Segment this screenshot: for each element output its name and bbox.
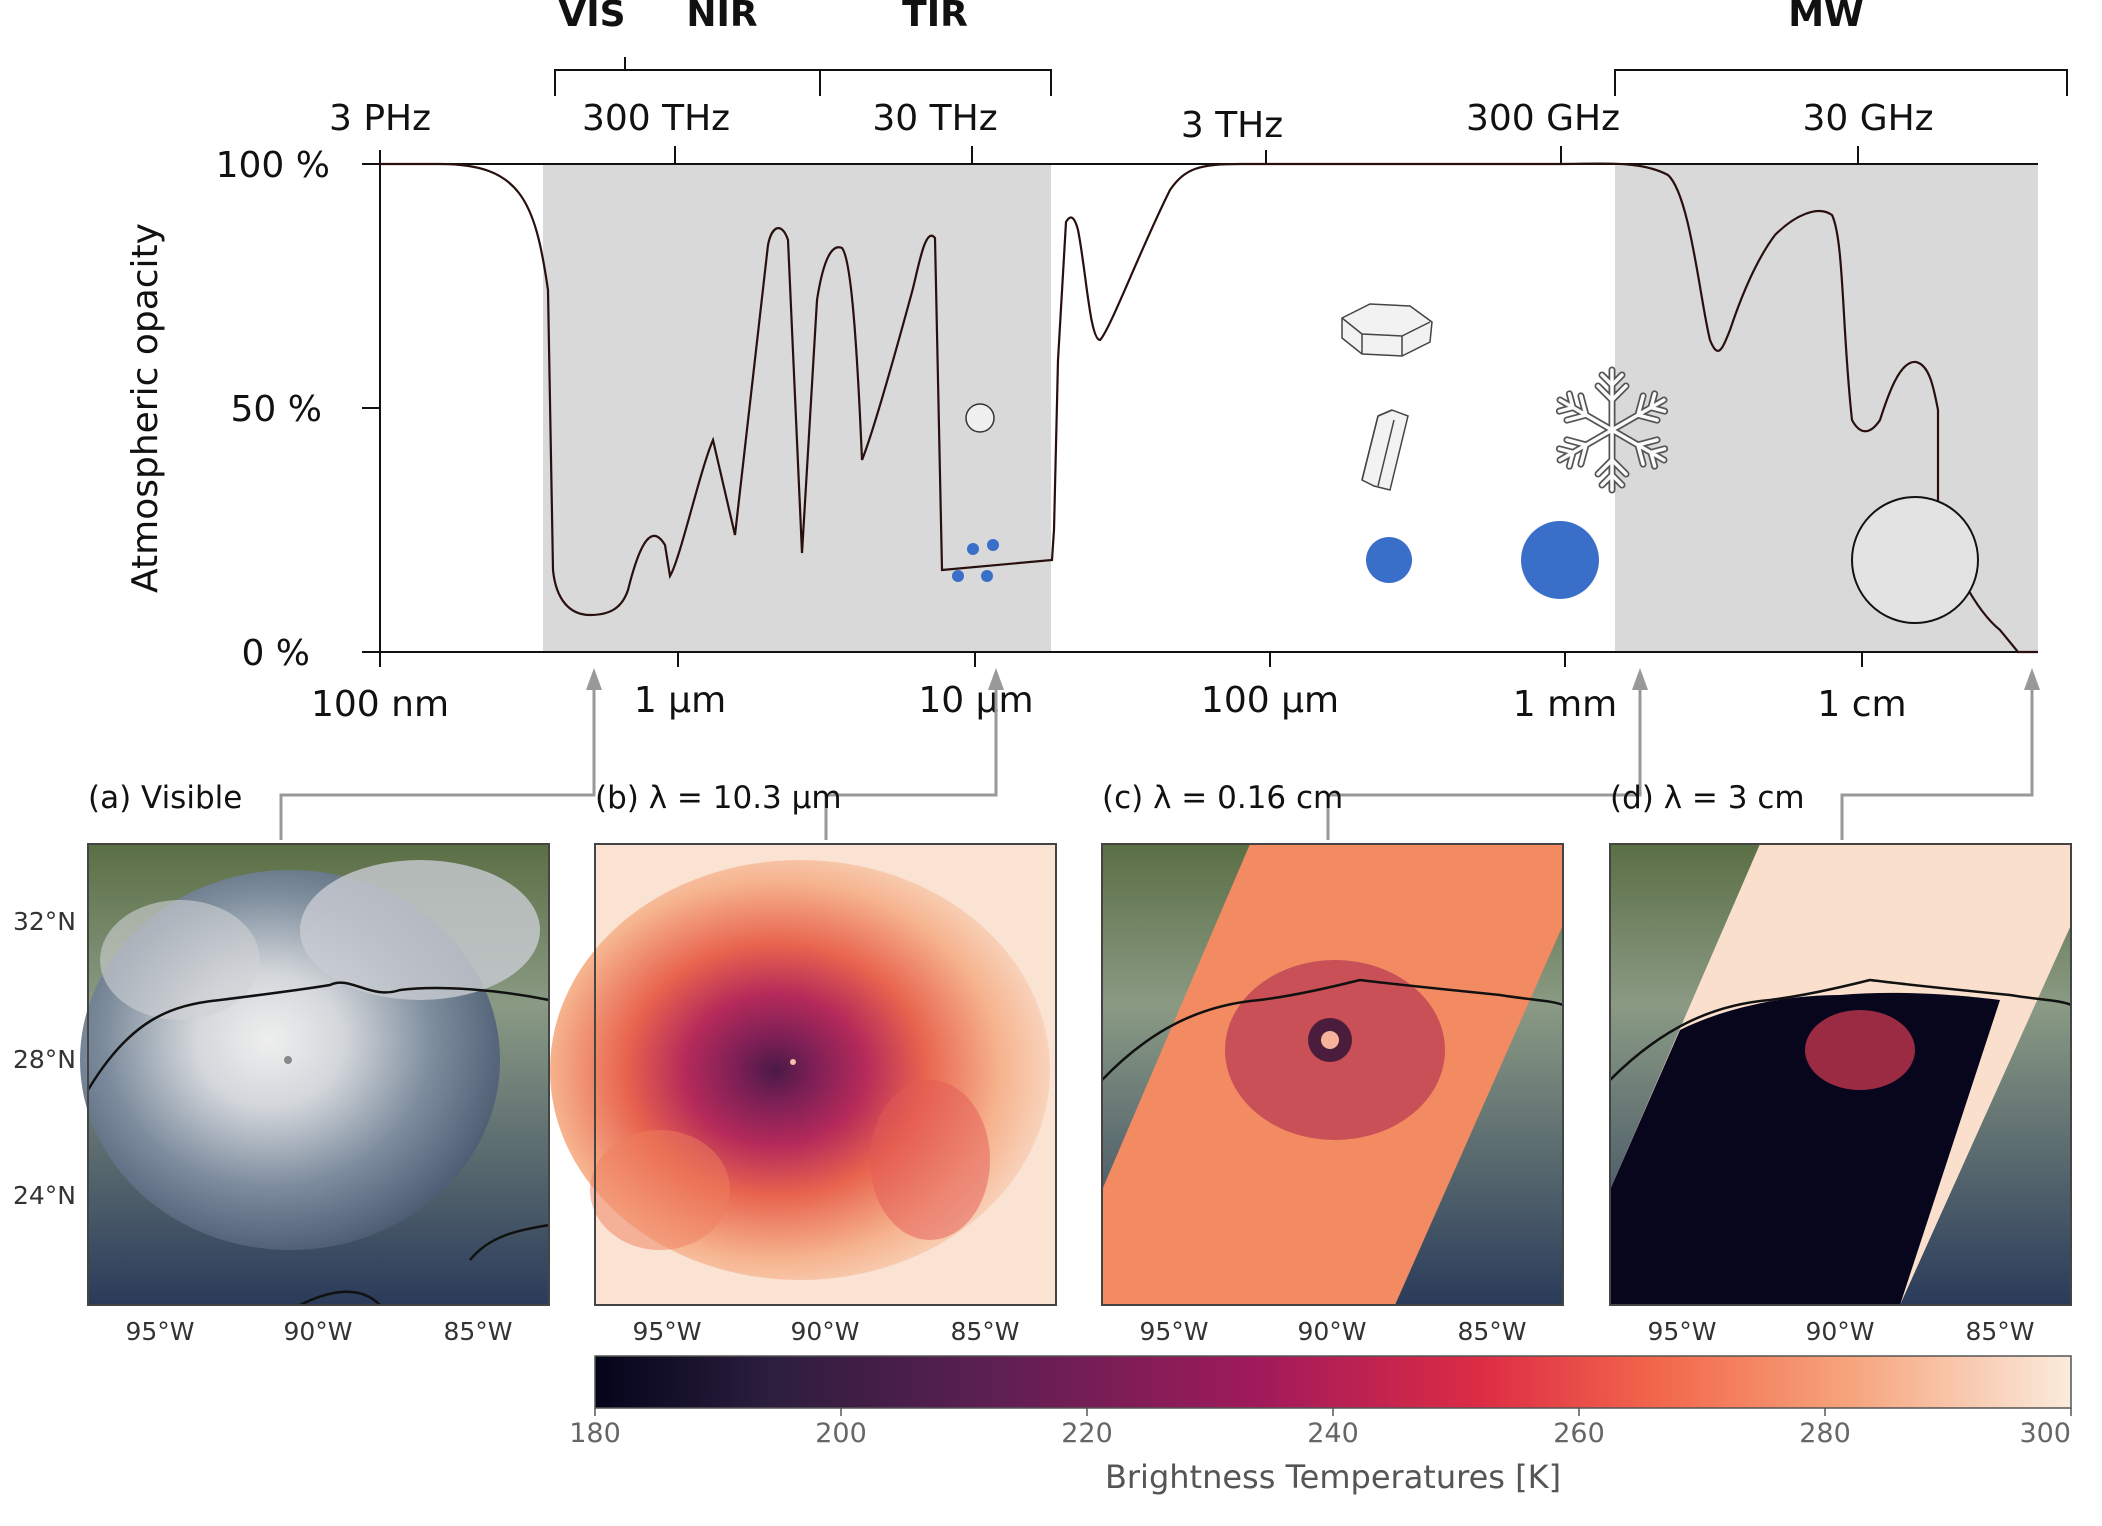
colorbar-gradient (594, 1355, 2072, 1409)
colorbar-title: Brightness Temperatures [K] (1105, 1458, 1561, 1496)
cloud-droplet-icon (965, 403, 995, 433)
latitude-labels: 32°N 28°N 24°N (13, 907, 76, 1210)
wavelength-axis: 100 nm 1 µm 10 µm 100 µm 1 mm 1 cm (311, 651, 2038, 725)
freq-tick-30thz: 30 THz (872, 98, 997, 139)
y-tick-50: 50 % (231, 389, 322, 430)
hail-icon (1851, 496, 1979, 624)
band-label-tir: TIR (902, 0, 968, 35)
spectrum-chart: VIS NIR TIR MW 3 PHz 300 THz 30 THz 3 TH… (125, 0, 2068, 725)
panel-c-mw-map (1101, 843, 1564, 1306)
opacity-curve (380, 162, 2038, 654)
colorbar-tick-280: 280 (1799, 1418, 1851, 1449)
lat-label-32n: 32°N (13, 907, 76, 936)
large-raindrop-icon (1521, 521, 1599, 599)
freq-tick-3thz: 3 THz (1181, 105, 1283, 146)
snowflake-icon-fill (1551, 368, 1673, 492)
column-crystal-icon (1361, 409, 1409, 491)
wl-tick-1um: 1 µm (634, 680, 726, 721)
wl-tick-1mm: 1 mm (1513, 684, 1617, 725)
small-droplets-icon (952, 539, 999, 582)
raindrop-icon (1366, 537, 1412, 583)
colorbar: 180 200 220 240 260 280 300 Brightness T… (569, 1355, 2072, 1496)
freq-tick-300ghz: 300 GHz (1466, 98, 1620, 139)
panel-b-lon-85w: 85°W (950, 1317, 1019, 1346)
freq-tick-30ghz: 30 GHz (1802, 98, 1933, 139)
colorbar-tick-300: 300 (2019, 1418, 2071, 1449)
vis-tir-shaded-window (543, 164, 1051, 652)
lat-label-24n: 24°N (13, 1181, 76, 1210)
y-axis-label: Atmospheric opacity (125, 223, 166, 593)
panel-d-mw-map (1609, 843, 2072, 1306)
colorbar-tick-240: 240 (1307, 1418, 1359, 1449)
colorbar-tick-200: 200 (815, 1418, 867, 1449)
y-tick-100: 100 % (216, 145, 330, 186)
band-label-mw: MW (1788, 0, 1864, 35)
panel-d-title: (d) λ = 3 cm (1610, 780, 1805, 816)
band-label-nir: NIR (686, 0, 757, 35)
panel-a-title: (a) Visible (88, 780, 242, 816)
panel-b-title: (b) λ = 10.3 µm (595, 780, 842, 816)
y-tick-0: 0 % (241, 633, 310, 674)
wl-tick-10um: 10 µm (918, 680, 1033, 721)
panel-a-lon-85w: 85°W (443, 1317, 512, 1346)
colorbar-tick-260: 260 (1553, 1418, 1605, 1449)
panel-b-lon-90w: 90°W (790, 1317, 859, 1346)
panel-a-visible-map (80, 843, 550, 1307)
y-axis: 100 % 50 % 0 % Atmospheric opacity (125, 145, 381, 674)
panel-d-lon-95w: 95°W (1647, 1317, 1716, 1346)
panel-d-lon-90w: 90°W (1805, 1317, 1874, 1346)
panel-b-ir-map (550, 843, 1057, 1306)
band-brackets (554, 57, 2068, 96)
panel-b-lon-95w: 95°W (632, 1317, 701, 1346)
band-label-vis: VIS (558, 0, 625, 35)
panel-c-title: (c) λ = 0.16 cm (1102, 780, 1343, 816)
freq-tick-300thz: 300 THz (582, 98, 730, 139)
panel-c-lon-90w: 90°W (1297, 1317, 1366, 1346)
frequency-axis: 3 PHz 300 THz 30 THz 3 THz 300 GHz 30 GH… (329, 98, 2038, 165)
colorbar-tick-220: 220 (1061, 1418, 1113, 1449)
colorbar-tick-180: 180 (569, 1418, 621, 1449)
connector-arrows (279, 688, 2034, 840)
panel-a-lon-90w: 90°W (283, 1317, 352, 1346)
panel-a-lon-95w: 95°W (125, 1317, 194, 1346)
wl-tick-1cm: 1 cm (1817, 684, 1906, 725)
lat-label-28n: 28°N (13, 1045, 76, 1074)
arrow-heads (586, 668, 2040, 690)
wl-tick-100nm: 100 nm (311, 684, 449, 725)
panel-c-lon-95w: 95°W (1139, 1317, 1208, 1346)
freq-tick-3phz: 3 PHz (329, 98, 431, 139)
wl-tick-100um: 100 µm (1201, 680, 1339, 721)
longitude-labels: 95°W 90°W 85°W 95°W 90°W 85°W 95°W 90°W … (125, 1317, 2034, 1346)
plate-crystal-icon (1341, 303, 1433, 357)
panel-c-lon-85w: 85°W (1457, 1317, 1526, 1346)
panel-d-lon-85w: 85°W (1965, 1317, 2034, 1346)
